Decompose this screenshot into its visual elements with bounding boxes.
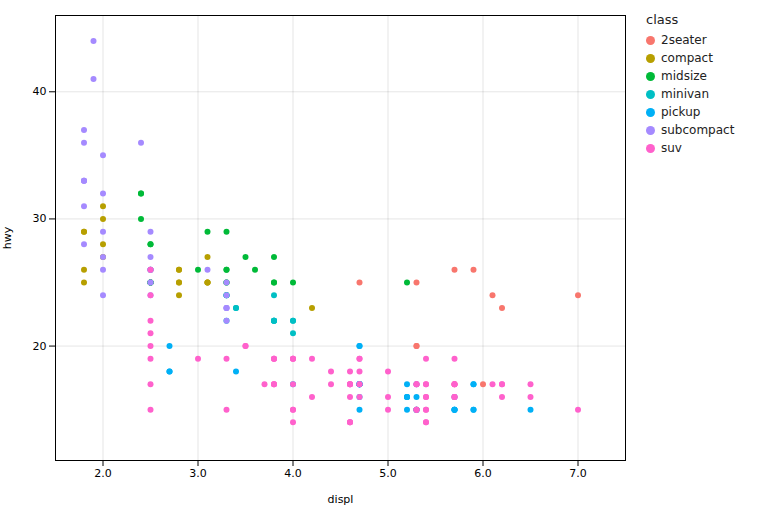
html-text:minivan: minivan xyxy=(661,87,709,101)
svg-text:4.0: 4.0 xyxy=(284,467,302,480)
svg-text:5.0: 5.0 xyxy=(379,467,397,480)
svg-text:30: 30 xyxy=(33,212,47,225)
html-text:subcompact: subcompact xyxy=(661,123,735,137)
svg-text:2.0: 2.0 xyxy=(94,467,112,480)
svg-text:hwy: hwy xyxy=(1,226,14,249)
svg-text:40: 40 xyxy=(33,85,47,98)
html-text:midsize: midsize xyxy=(661,69,707,83)
html-text:suv: suv xyxy=(661,141,682,155)
svg-text:3.0: 3.0 xyxy=(189,467,207,480)
html-text:compact: compact xyxy=(661,51,713,65)
svg-text:20: 20 xyxy=(33,340,47,353)
html-text:2seater: 2seater xyxy=(661,33,707,47)
html-text:class: class xyxy=(646,12,679,27)
svg-text:displ: displ xyxy=(328,493,354,506)
html-text:pickup: pickup xyxy=(661,105,701,119)
svg-text:7.0: 7.0 xyxy=(569,467,587,480)
svg-text:6.0: 6.0 xyxy=(474,467,492,480)
